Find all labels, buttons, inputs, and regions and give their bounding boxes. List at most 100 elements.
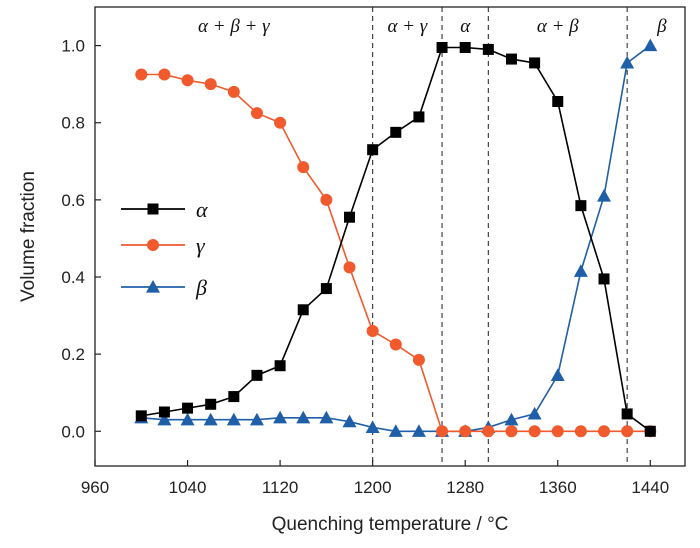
data-point bbox=[181, 74, 194, 87]
series-line bbox=[141, 44, 651, 433]
data-point bbox=[436, 425, 449, 438]
data-point bbox=[505, 53, 517, 65]
data-point bbox=[529, 57, 541, 69]
y-tick-label: 0.4 bbox=[61, 268, 85, 287]
x-tick-label: 1440 bbox=[631, 478, 669, 497]
data-point bbox=[344, 211, 356, 223]
y-tick-label: 0.6 bbox=[61, 191, 85, 210]
data-point bbox=[527, 406, 542, 420]
data-point bbox=[436, 42, 448, 53]
data-point bbox=[459, 42, 471, 53]
legend-label: α bbox=[196, 197, 208, 222]
x-axis-title: Quenching temperature / °C bbox=[272, 514, 509, 535]
legend-marker bbox=[147, 203, 159, 215]
data-point bbox=[157, 412, 172, 426]
legend-label: β bbox=[195, 275, 207, 300]
data-point bbox=[319, 410, 334, 424]
legend: αγβ bbox=[121, 197, 208, 300]
data-point bbox=[135, 410, 147, 422]
data-point bbox=[343, 261, 356, 274]
data-point bbox=[411, 424, 426, 437]
data-point bbox=[203, 412, 218, 426]
series-triangle bbox=[134, 38, 658, 437]
data-point bbox=[342, 414, 357, 428]
data-point bbox=[528, 425, 541, 438]
x-tick-label: 1120 bbox=[262, 478, 299, 497]
phase-label: α + β + γ bbox=[198, 16, 270, 37]
x-tick-label: 1200 bbox=[354, 478, 392, 497]
x-tick-label: 1280 bbox=[446, 478, 484, 497]
legend-label: γ bbox=[196, 233, 206, 258]
data-point bbox=[320, 193, 333, 206]
data-point bbox=[274, 360, 286, 372]
data-point bbox=[504, 412, 519, 426]
series-line bbox=[141, 46, 651, 432]
series-square bbox=[135, 42, 656, 437]
data-point bbox=[251, 369, 263, 381]
data-point bbox=[598, 273, 610, 285]
phase-boundaries bbox=[372, 7, 628, 466]
data-point bbox=[135, 68, 148, 81]
x-tick-label: 1360 bbox=[539, 478, 577, 497]
data-point bbox=[389, 338, 402, 351]
data-point bbox=[226, 412, 241, 426]
series-circle bbox=[135, 68, 657, 438]
data-point bbox=[598, 425, 611, 438]
data-point bbox=[249, 412, 264, 426]
x-tick-label: 960 bbox=[81, 478, 109, 497]
data-point bbox=[204, 78, 217, 91]
data-point bbox=[182, 402, 194, 414]
data-point bbox=[621, 408, 633, 420]
data-point bbox=[367, 144, 379, 156]
y-axis-ticks: 0.0 0.2 0.4 0.6 0.8 1.0 bbox=[61, 37, 101, 441]
data-point bbox=[550, 368, 565, 381]
data-point bbox=[459, 425, 472, 438]
data-point bbox=[158, 406, 170, 418]
data-point bbox=[643, 38, 658, 52]
data-point bbox=[620, 55, 635, 69]
data-point bbox=[482, 43, 494, 55]
series-layer bbox=[134, 38, 658, 438]
y-tick-label: 0.0 bbox=[61, 422, 85, 441]
phase-label: α bbox=[460, 16, 471, 37]
data-point bbox=[575, 200, 587, 212]
y-axis-title: Volume fraction bbox=[18, 171, 39, 302]
data-point bbox=[597, 189, 612, 202]
data-point bbox=[365, 420, 380, 434]
data-point bbox=[297, 161, 310, 174]
data-point bbox=[388, 424, 403, 437]
data-point bbox=[573, 264, 588, 277]
data-point bbox=[505, 425, 518, 438]
phase-labels: α + β + γ α + γ α α + β β bbox=[198, 16, 667, 37]
x-tick-label: 1040 bbox=[169, 478, 207, 497]
data-point bbox=[621, 425, 634, 438]
data-point bbox=[644, 425, 656, 437]
data-point bbox=[180, 412, 195, 426]
data-point bbox=[228, 391, 240, 403]
data-point bbox=[296, 410, 311, 424]
plot-frame bbox=[94, 6, 686, 467]
legend-marker bbox=[146, 280, 160, 293]
legend-marker bbox=[147, 239, 159, 251]
data-point bbox=[205, 398, 217, 410]
data-point bbox=[274, 116, 287, 129]
data-point bbox=[574, 425, 587, 438]
data-point bbox=[250, 107, 263, 120]
data-point bbox=[551, 425, 564, 438]
data-point bbox=[227, 85, 240, 98]
data-point bbox=[158, 68, 171, 81]
data-point bbox=[320, 283, 332, 295]
x-axis-ticks: 960 1040 1120 1200 1280 1360 1440 bbox=[81, 460, 669, 497]
phase-label: α + β bbox=[537, 16, 579, 37]
data-point bbox=[552, 96, 564, 107]
phase-label: β bbox=[656, 16, 667, 37]
data-point bbox=[273, 410, 288, 424]
y-tick-label: 0.8 bbox=[61, 114, 85, 133]
y-tick-label: 1.0 bbox=[61, 37, 85, 56]
data-point bbox=[412, 353, 425, 366]
data-point bbox=[297, 304, 309, 316]
phase-label: α + γ bbox=[387, 16, 427, 37]
data-point bbox=[390, 126, 402, 138]
data-point bbox=[482, 425, 495, 438]
